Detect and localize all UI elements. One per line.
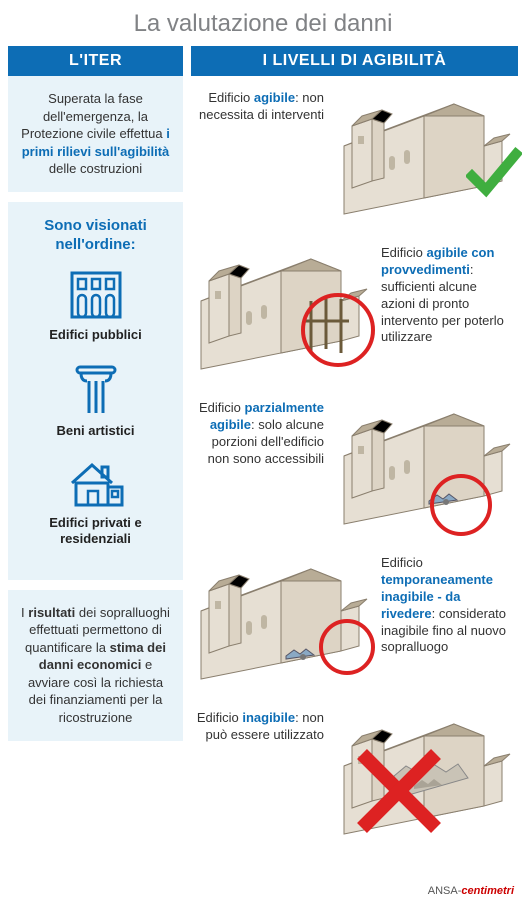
intro-pre: Superata la fase dell'emergenza, la Prot… <box>21 91 166 141</box>
column-label: Beni artistici <box>18 423 173 439</box>
level-desc: Edificio temporaneamente inagibile - da … <box>381 551 514 686</box>
levels-container: Edificio agibile: non necessita di inter… <box>191 76 518 851</box>
level-block: Edificio temporaneamente inagibile - da … <box>191 541 518 696</box>
cross-icon <box>354 746 444 841</box>
damage-circle-icon <box>319 619 375 675</box>
results-block: I risultati dei sopralluoghi effettuati … <box>8 590 183 741</box>
level-block: Edificio parzialmente agibile: solo alcu… <box>191 386 518 541</box>
level-term: inagibile <box>242 710 295 725</box>
col-left: L'ITER Superata la fase dell'emergenza, … <box>8 46 183 851</box>
level-block: Edificio agibile con provvedimenti: suff… <box>191 231 518 386</box>
palace-icon <box>68 265 124 321</box>
credit-agency: ANSA <box>428 885 458 897</box>
credit: ANSA-centimetri <box>428 885 514 897</box>
level-term-pre: Edificio <box>381 245 427 260</box>
level-block: Edificio agibile: non necessita di inter… <box>191 76 518 231</box>
level-desc: Edificio parzialmente agibile: solo alcu… <box>191 396 324 531</box>
results-part: risultati <box>28 605 75 620</box>
left-header: L'ITER <box>8 46 183 76</box>
building-wrap <box>191 551 371 686</box>
building-wrap <box>334 396 514 531</box>
right-header: I LIVELLI DI AGIBILITÀ <box>191 46 518 76</box>
building-wrap <box>191 241 371 376</box>
level-desc: Edificio inagibile: non può essere utili… <box>191 706 324 841</box>
item-column: Beni artistici <box>18 361 173 439</box>
intro-block: Superata la fase dell'emergenza, la Prot… <box>8 76 183 192</box>
level-term-pre: Edificio <box>208 90 254 105</box>
visionati-block: Sono visionati nell'ordine: Edifici pubb… <box>8 202 183 580</box>
house-icon <box>66 457 126 509</box>
col-right: I LIVELLI DI AGIBILITÀ Edificio agibile:… <box>191 46 518 851</box>
item-house: Edifici privati e residenziali <box>18 457 173 548</box>
damage-circle-icon <box>301 293 375 367</box>
level-term: agibile <box>254 90 295 105</box>
building-wrap <box>334 86 514 221</box>
check-icon <box>466 146 522 207</box>
column-icon <box>71 361 121 417</box>
level-desc: Edificio agibile con provvedimenti: suff… <box>381 241 514 376</box>
columns: L'ITER Superata la fase dell'emergenza, … <box>0 46 526 851</box>
page-title: La valutazione dei danni <box>0 0 526 46</box>
level-term-pre: Edificio <box>381 555 423 570</box>
building-wrap <box>334 706 514 841</box>
level-term-pre: Edificio <box>199 400 245 415</box>
palace-label: Edifici pubblici <box>18 327 173 343</box>
level-block: Edificio inagibile: non può essere utili… <box>191 696 518 851</box>
house-label: Edifici privati e residenziali <box>18 515 173 548</box>
credit-brand: centimetri <box>461 885 514 897</box>
visionati-head: Sono visionati nell'ordine: <box>18 216 173 255</box>
intro-post: delle costruzioni <box>49 161 142 176</box>
damage-circle-icon <box>430 474 492 536</box>
item-palace: Edifici pubblici <box>18 265 173 343</box>
level-term-pre: Edificio <box>197 710 243 725</box>
level-desc: Edificio agibile: non necessita di inter… <box>191 86 324 221</box>
